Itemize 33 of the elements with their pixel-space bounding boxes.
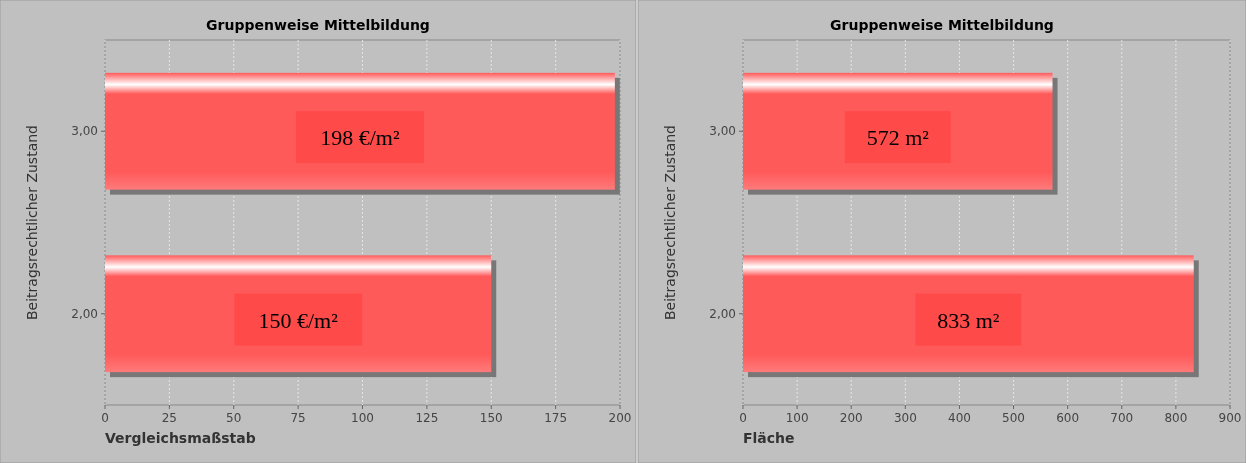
x-tick-label: 175	[544, 411, 568, 425]
x-tick-label: 900	[1218, 411, 1242, 425]
data-label: 150 €/m²	[258, 307, 339, 333]
x-axis-title: Fläche	[743, 430, 795, 446]
x-tick-label: 600	[1056, 411, 1080, 425]
x-tick-label: 700	[1110, 411, 1134, 425]
x-axis-title: Vergleichsmaßstab	[105, 430, 256, 446]
x-tick-label: 100	[351, 411, 374, 425]
data-label: 198 €/m²	[320, 125, 400, 151]
x-tick-label: 125	[415, 411, 439, 425]
y-tick-label: 3,00	[71, 124, 98, 139]
x-tick-label: 200	[608, 411, 632, 425]
x-tick-label: 400	[947, 411, 971, 425]
x-tick-label: 0	[101, 411, 109, 425]
chart-title: Gruppenweise Mittelbildung	[206, 17, 430, 33]
x-tick-label: 150	[479, 411, 503, 425]
y-tick-label: 2,00	[709, 306, 736, 321]
data-label: 833 m²	[937, 307, 1000, 333]
x-tick-label: 100	[785, 411, 809, 425]
x-tick-label: 200	[839, 411, 863, 425]
y-axis-title: Beitragsrechtlicher Zustand	[24, 125, 40, 320]
x-tick-label: 50	[226, 411, 242, 425]
x-tick-label: 0	[739, 411, 747, 425]
x-tick-label: 500	[1002, 411, 1026, 425]
x-tick-label: 75	[290, 411, 306, 425]
y-tick-label: 3,00	[709, 124, 736, 139]
chart-title: Gruppenweise Mittelbildung	[830, 17, 1054, 33]
x-tick-label: 25	[161, 411, 178, 425]
y-tick-label: 2,00	[71, 306, 98, 321]
data-label: 572 m²	[866, 125, 930, 151]
y-axis-title: Beitragsrechtlicher Zustand	[662, 125, 678, 320]
x-tick-label: 300	[893, 411, 917, 425]
x-tick-label: 800	[1164, 411, 1188, 425]
